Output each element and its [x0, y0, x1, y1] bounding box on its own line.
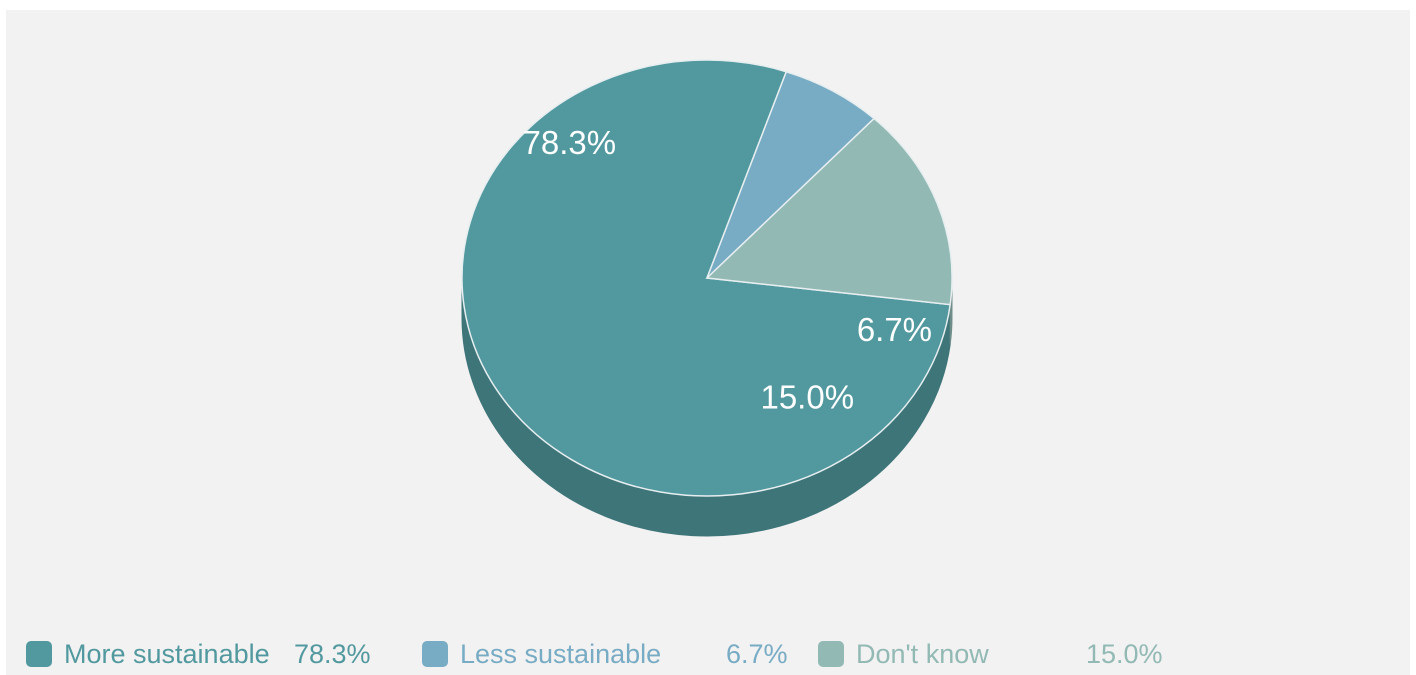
pie-label-1: 6.7% — [857, 311, 932, 348]
pie-chart: 78.3% 6.7%15.0% — [461, 59, 953, 537]
chart-panel: 78.3% 6.7% 15.0% More sustainable 78.3% Le… — [6, 10, 1410, 675]
legend-label: Less sustainable — [460, 639, 662, 669]
pie-slice-labels: 78.3% 6.7%15.0% — [523, 124, 933, 415]
legend-value: 6.7% — [726, 639, 788, 669]
legend-swatch — [422, 641, 448, 667]
legend-label: More sustainable — [64, 639, 270, 669]
legend: More sustainable 78.3% Less sustainable … — [26, 636, 1406, 672]
legend-swatch — [818, 641, 844, 667]
pie-label-0: 78.3% — [523, 124, 617, 161]
legend-value: 15.0% — [1086, 639, 1163, 669]
pie-label-2: 15.0% — [760, 378, 854, 415]
legend-label: Don't know — [856, 639, 989, 669]
pie-slices — [461, 59, 953, 497]
legend-value: 78.3% — [294, 639, 371, 669]
legend-swatch — [26, 641, 52, 667]
pie-slice-don-t-know[interactable] — [705, 117, 953, 306]
